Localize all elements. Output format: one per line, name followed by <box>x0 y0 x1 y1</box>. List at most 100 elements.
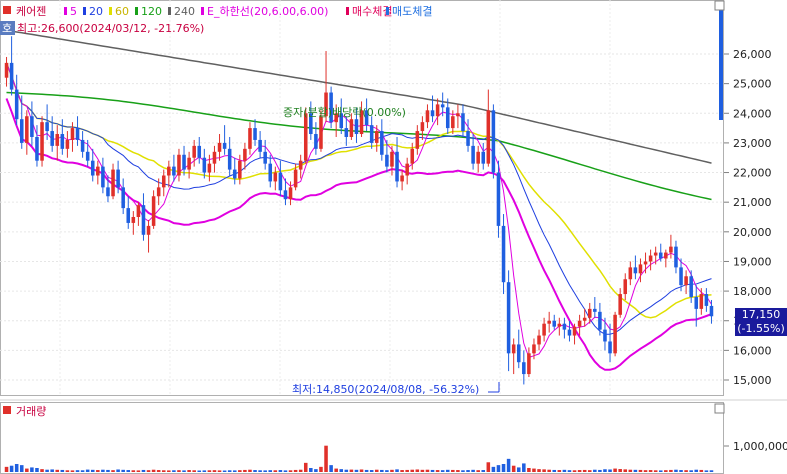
volume-bar <box>380 469 384 472</box>
legend-item: 20 <box>89 5 103 18</box>
candle-body <box>55 134 60 146</box>
volume-bar <box>633 469 638 472</box>
legend-swatch <box>386 7 389 15</box>
candle-body <box>385 154 389 167</box>
candle-body <box>116 169 120 188</box>
volume-bars <box>4 445 714 472</box>
volume-bar <box>456 470 460 472</box>
volume-bar <box>96 470 100 472</box>
panel-scroll-button[interactable] <box>714 0 725 11</box>
candle-body <box>395 151 399 182</box>
volume-bar <box>694 469 699 472</box>
candle-body <box>75 128 80 140</box>
volume-bar <box>709 470 714 472</box>
candle-body <box>562 323 567 330</box>
candle-body <box>25 116 29 143</box>
candle-body <box>334 113 338 123</box>
candle-body <box>238 160 242 179</box>
volume-bar <box>268 470 273 472</box>
candle-body <box>126 208 131 223</box>
candle-body <box>14 89 19 120</box>
candle-body <box>151 196 156 226</box>
candle-body <box>653 252 658 256</box>
volume-scroll-button[interactable] <box>714 403 725 414</box>
volume-bar <box>496 465 501 472</box>
volume-bar <box>222 470 227 472</box>
volume-bar <box>232 470 237 472</box>
candle-body <box>501 225 506 283</box>
candle-body <box>527 353 531 375</box>
volume-bar <box>598 469 602 472</box>
candle-body <box>156 187 161 197</box>
candle-body <box>227 148 232 170</box>
candle-body <box>466 131 470 146</box>
candle-body <box>329 92 333 123</box>
volume-bar <box>116 469 120 472</box>
volume-bar <box>471 469 475 472</box>
volume-bar <box>151 469 156 472</box>
candle-body <box>664 252 668 259</box>
candle-body <box>633 267 638 274</box>
candle-body <box>278 172 283 191</box>
candle-body <box>232 169 237 179</box>
candle-body <box>30 116 34 137</box>
candle-body <box>532 344 536 354</box>
volume-bar <box>187 470 191 472</box>
legend-item: E_하한선(20,6.00,6.00) <box>207 4 328 18</box>
y-tick-label: 15,000 <box>733 374 772 387</box>
candle-body <box>674 246 678 268</box>
volume-bar <box>481 470 486 472</box>
candle-body <box>557 323 562 327</box>
candle-body <box>293 169 298 188</box>
volume-bar <box>648 470 653 472</box>
candle-body <box>374 131 379 143</box>
volume-bar <box>298 469 303 472</box>
candle-body <box>648 255 653 262</box>
volume-bar <box>582 469 587 472</box>
candle-body <box>694 297 699 309</box>
volume-bar <box>192 470 196 472</box>
y-tick-label: 24,000 <box>733 107 772 120</box>
volume-bar <box>506 458 511 472</box>
volume-bar <box>618 469 622 472</box>
y-tick-label: 21,000 <box>733 196 772 209</box>
candle-body <box>309 113 313 135</box>
candle-body <box>415 131 420 149</box>
candle-body <box>65 139 70 149</box>
candle-body <box>263 151 267 164</box>
volume-bar <box>50 469 54 472</box>
volume-bar <box>603 469 607 472</box>
candle-body <box>506 282 511 354</box>
legend-swatch <box>346 7 349 15</box>
volume-bar <box>354 469 359 472</box>
legend-swatch <box>109 7 112 15</box>
candle-body <box>537 335 541 345</box>
candle-body <box>4 62 9 78</box>
volume-legend-swatch <box>3 406 11 414</box>
volume-bar <box>587 470 592 472</box>
volume-bar <box>324 445 328 472</box>
price-legend: 케어젠 5 20 60 120 240 E_하한선(20,6.00,6.00) 매수체결 매도체… <box>3 4 432 18</box>
volume-bar <box>420 469 425 472</box>
current-price: 17,150 <box>741 308 781 321</box>
volume-bar <box>395 469 399 472</box>
candle-body <box>369 125 374 143</box>
volume-bar <box>126 470 131 472</box>
candle-body <box>161 175 166 188</box>
volume-bar <box>572 470 577 472</box>
candle-body <box>197 145 202 158</box>
volume-bar <box>501 463 506 472</box>
candle-body <box>552 320 557 327</box>
high-badge-box <box>0 21 15 35</box>
candle-body <box>167 166 171 176</box>
volume-bar <box>527 467 531 472</box>
volume-bar <box>608 469 612 472</box>
current-change: (-1.55%) <box>737 322 785 335</box>
volume-bar <box>658 470 663 472</box>
volume-bar <box>415 469 420 472</box>
candle-body <box>177 154 181 176</box>
y-tick-label: 20,000 <box>733 226 772 239</box>
candle-body <box>400 175 404 182</box>
volume-bar <box>339 469 344 472</box>
